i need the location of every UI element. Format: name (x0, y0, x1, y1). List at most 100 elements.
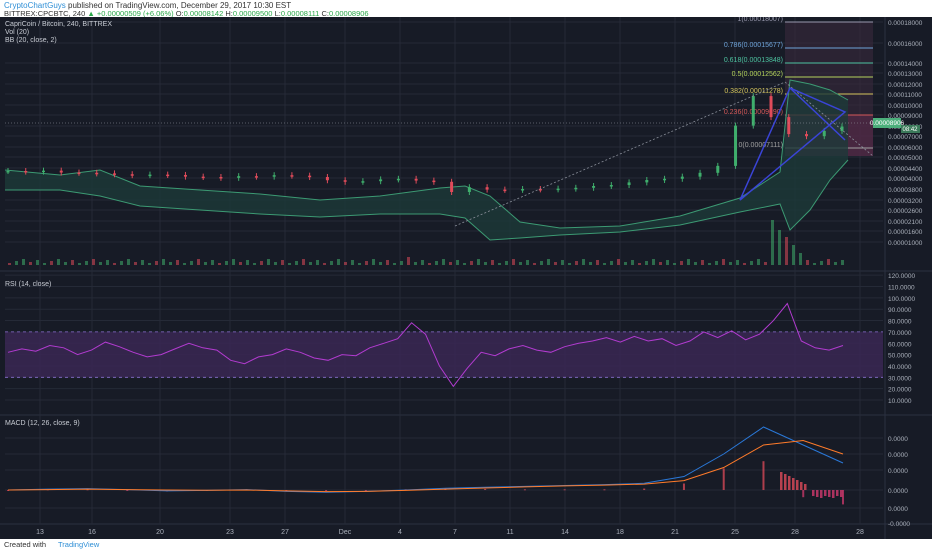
rsi-tick-label: 10.0000 (888, 398, 912, 405)
trend-line-dashed (454, 81, 786, 227)
candle-body (556, 188, 560, 191)
price-tick-label: 0.00004000 (888, 176, 923, 183)
volume-bar (834, 262, 837, 265)
macd-histogram-bar (824, 490, 827, 496)
volume-bar (386, 260, 389, 265)
chart-svg[interactable]: 13 16 20 23 27 Dec 4 7 11 14 18 21 25 28 28 0.00018000 0… (0, 17, 932, 539)
candle-body (734, 125, 738, 166)
macd-histogram-bar (840, 490, 843, 497)
volume-bar (477, 259, 480, 265)
volume-bar (603, 263, 606, 265)
volume-bar (232, 259, 235, 265)
volume-bar (330, 261, 333, 265)
candle-body (112, 173, 116, 175)
volume-bar (113, 263, 116, 265)
tradingview-logo-text[interactable]: TradingView (58, 540, 100, 549)
volume-bar (36, 260, 39, 265)
close-label: C: (321, 9, 329, 18)
price-tick-label: 0.00003800 (888, 187, 923, 194)
main-pane-title: CapriCoin / Bitcoin, 240, BITTREX (5, 21, 112, 28)
timer-tag-value: 08:42 (902, 127, 918, 133)
volume-bar (22, 259, 25, 265)
volume-bar (267, 259, 270, 265)
volume-bar (533, 263, 536, 265)
volume-bar (8, 263, 11, 265)
rsi-tick-label: 60.0000 (888, 341, 912, 348)
low-label: L: (274, 9, 281, 18)
candle-body (822, 130, 826, 137)
volume-bar (757, 259, 760, 265)
macd-tick-label: 0.0000 (888, 488, 908, 495)
candle-body (769, 96, 773, 118)
macd-histogram-bar (800, 482, 803, 490)
price-tick-label: 0.00005000 (888, 155, 923, 162)
macd-histogram-bar (820, 490, 823, 498)
x-tick-label: 18 (616, 529, 624, 536)
volume-bar (344, 262, 347, 265)
candle-body (432, 180, 436, 183)
macd-histogram-bar (802, 490, 805, 498)
volume-bar (596, 260, 599, 265)
macd-histogram-bar (523, 489, 526, 491)
candle-body (41, 170, 45, 173)
candle-body (538, 189, 542, 191)
rsi-tick-label: 30.0000 (888, 375, 912, 382)
candle-body (148, 174, 152, 177)
volume-bar (225, 261, 228, 265)
x-tick-label: 11 (506, 529, 513, 536)
macd-histogram-bar (796, 480, 799, 490)
rsi-tick-label: 80.0000 (888, 319, 912, 326)
macd-histogram-bar (364, 490, 367, 491)
bollinger-band-fill (5, 80, 848, 240)
candle-body (24, 171, 28, 173)
volume-bar (92, 259, 95, 265)
volume-bar (694, 262, 697, 265)
rsi-tick-label: 70.0000 (888, 330, 912, 337)
open-value: 0.00008142 (183, 9, 224, 18)
volume-bar (141, 260, 144, 265)
price-tick-label: 0.00001600 (888, 229, 923, 236)
volume-bar (512, 259, 515, 265)
volume-bar (372, 259, 375, 265)
candle-body (787, 117, 791, 135)
volume-bar (463, 263, 466, 265)
volume-bar (169, 262, 172, 265)
macd-tick-label: 0.0000 (888, 506, 908, 513)
volume-bar (799, 253, 802, 265)
candle-body (237, 176, 241, 178)
footer-bar: Created with TradingView (0, 539, 932, 550)
x-tick-label: Dec (339, 529, 352, 536)
rsi-pane-title: RSI (14, close) (5, 281, 52, 288)
volume-bar (239, 262, 242, 265)
close-value: 0.00008906 (328, 9, 369, 18)
volume-bar (666, 260, 669, 265)
volume-bar (554, 262, 557, 265)
volume-bar (85, 261, 88, 265)
macd-histogram-bar (603, 489, 606, 491)
volume-bar (435, 261, 438, 265)
x-tick-label: 23 (226, 529, 234, 536)
volume-bar (316, 260, 319, 265)
volume-bar (421, 260, 424, 265)
macd-histogram-bar (792, 478, 795, 490)
author-link[interactable]: CryptoChartGuys (4, 1, 66, 10)
volume-bar (379, 262, 382, 265)
volume-bar (246, 260, 249, 265)
candle-body (6, 171, 10, 173)
volume-bar (498, 263, 501, 265)
volume-bar (792, 245, 795, 265)
macd-histogram-bar (7, 490, 9, 491)
price-tick-label: 0.00006000 (888, 145, 923, 152)
x-tick-label: 20 (156, 529, 164, 536)
macd-tick-label: 0.0000 (888, 436, 908, 443)
macd-tick-label: 0.0000 (888, 452, 908, 459)
volume-bar (50, 261, 53, 265)
chart-area[interactable]: 13 16 20 23 27 Dec 4 7 11 14 18 21 25 28 28 0.00018000 0… (0, 17, 932, 539)
rsi-tick-label: 100.0000 (888, 296, 915, 303)
fibonacci-level-label: 0(0.00007111) (739, 142, 784, 149)
volume-bar (393, 263, 396, 265)
volume-bar (253, 263, 256, 265)
rsi-tick-label: 50.0000 (888, 353, 912, 360)
volume-bar (64, 262, 67, 265)
macd-histogram-bar (86, 489, 89, 491)
